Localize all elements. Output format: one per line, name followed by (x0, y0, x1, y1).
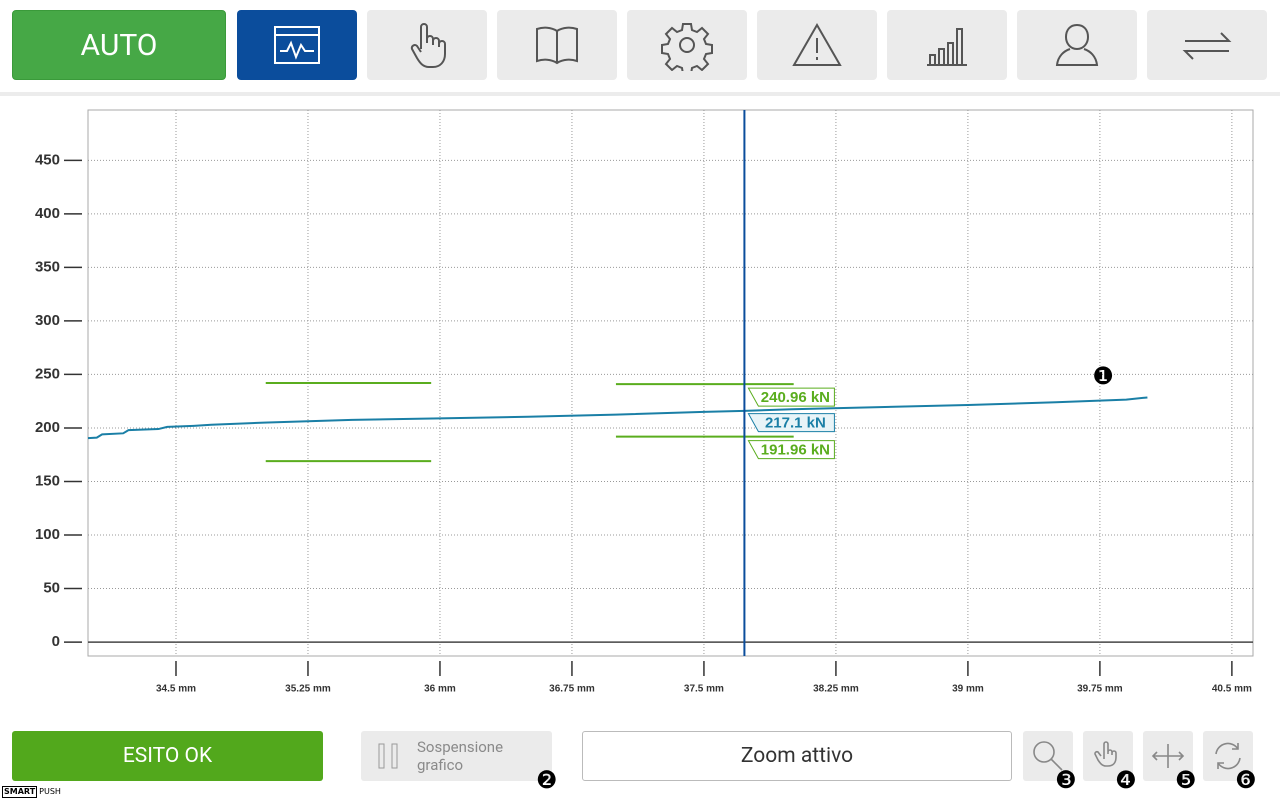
book-icon (536, 26, 578, 65)
fit-button[interactable] (1143, 731, 1193, 781)
y-tick-label: 50 (43, 580, 60, 597)
reset-button[interactable] (1203, 731, 1253, 781)
exchange-tab[interactable] (1147, 10, 1267, 80)
y-tick-label: 200 (35, 419, 60, 436)
gear-icon (661, 23, 713, 71)
marker: ❻ (1235, 766, 1257, 794)
manual-tab[interactable] (367, 10, 487, 80)
pause-icon (378, 743, 398, 769)
bars-icon (927, 28, 967, 66)
marker: ❹ (1115, 766, 1137, 794)
y-tick-label: 0 (52, 633, 60, 650)
pause-label: Sospensione grafico (417, 738, 504, 774)
warning-icon (792, 22, 842, 66)
statistics-tab[interactable] (887, 10, 1007, 80)
zoom-icon (1033, 741, 1063, 771)
marker: ❸ (1055, 766, 1077, 794)
plot-area (87, 109, 1254, 657)
settings-tab[interactable] (627, 10, 747, 80)
x-tick-label: 36.75 mm (549, 684, 595, 695)
user-icon (1055, 23, 1099, 66)
x-tick-label: 34.5 mm (156, 684, 196, 695)
fit-icon (1151, 744, 1185, 768)
reset-icon (1215, 742, 1241, 770)
logo-smart: SMART (2, 786, 38, 798)
x-tick-label: 39 mm (952, 684, 984, 695)
y-tick-label: 150 (35, 472, 60, 489)
x-tick-label: 35.25 mm (285, 684, 331, 695)
value-tag-label: 240.96 kN (761, 389, 830, 406)
y-tick-label: 400 (35, 205, 60, 222)
pan-icon (1094, 741, 1117, 767)
manual-book-tab[interactable] (497, 10, 617, 80)
marker: ❺ (1175, 766, 1197, 794)
value-tag (747, 413, 835, 433)
auto-button[interactable]: AUTO (12, 10, 226, 80)
chart: 0 50 100 150 200 250 300 350 400 450 34.5 mm 35.25 … (35, 109, 1254, 695)
chart-tab[interactable] (237, 10, 357, 80)
y-tick-label: 350 (35, 258, 60, 275)
user-tab[interactable] (1017, 10, 1137, 80)
callout: ❶ (1092, 362, 1114, 390)
chart-icon (274, 26, 320, 64)
value-tag-label: 191.96 kN (761, 442, 830, 459)
y-tick-label: 100 (35, 526, 60, 543)
y-tick-label: 450 (35, 151, 60, 168)
hand-icon (410, 23, 446, 68)
y-tick-label: 300 (35, 312, 60, 329)
x-tick-label: 39.75 mm (1077, 684, 1123, 695)
value-tag (747, 387, 835, 407)
x-tick-label: 38.25 mm (813, 684, 859, 695)
data-line (87, 396, 1148, 440)
x-tick-label: 36 mm (424, 684, 456, 695)
x-tick-label: 37.5 mm (684, 684, 724, 695)
x-tick-label: 40.5 mm (1212, 684, 1252, 695)
value-tag (747, 440, 835, 460)
value-tag-label: 217.1 kN (765, 415, 826, 432)
exchange-icon (1182, 32, 1232, 60)
marker: ❷ (536, 766, 558, 794)
result-button[interactable]: ESITO OK (12, 731, 323, 781)
pause-button[interactable]: Sospensione grafico (361, 731, 552, 781)
alarm-tab[interactable] (757, 10, 877, 80)
separator (0, 92, 1280, 96)
pan-button[interactable] (1083, 731, 1133, 781)
status-box: Zoom attivo (582, 731, 1012, 781)
logo: SMART PUSH (2, 786, 63, 798)
logo-push: PUSH (37, 786, 63, 798)
zoom-button[interactable] (1023, 731, 1073, 781)
y-tick-label: 250 (35, 365, 60, 382)
